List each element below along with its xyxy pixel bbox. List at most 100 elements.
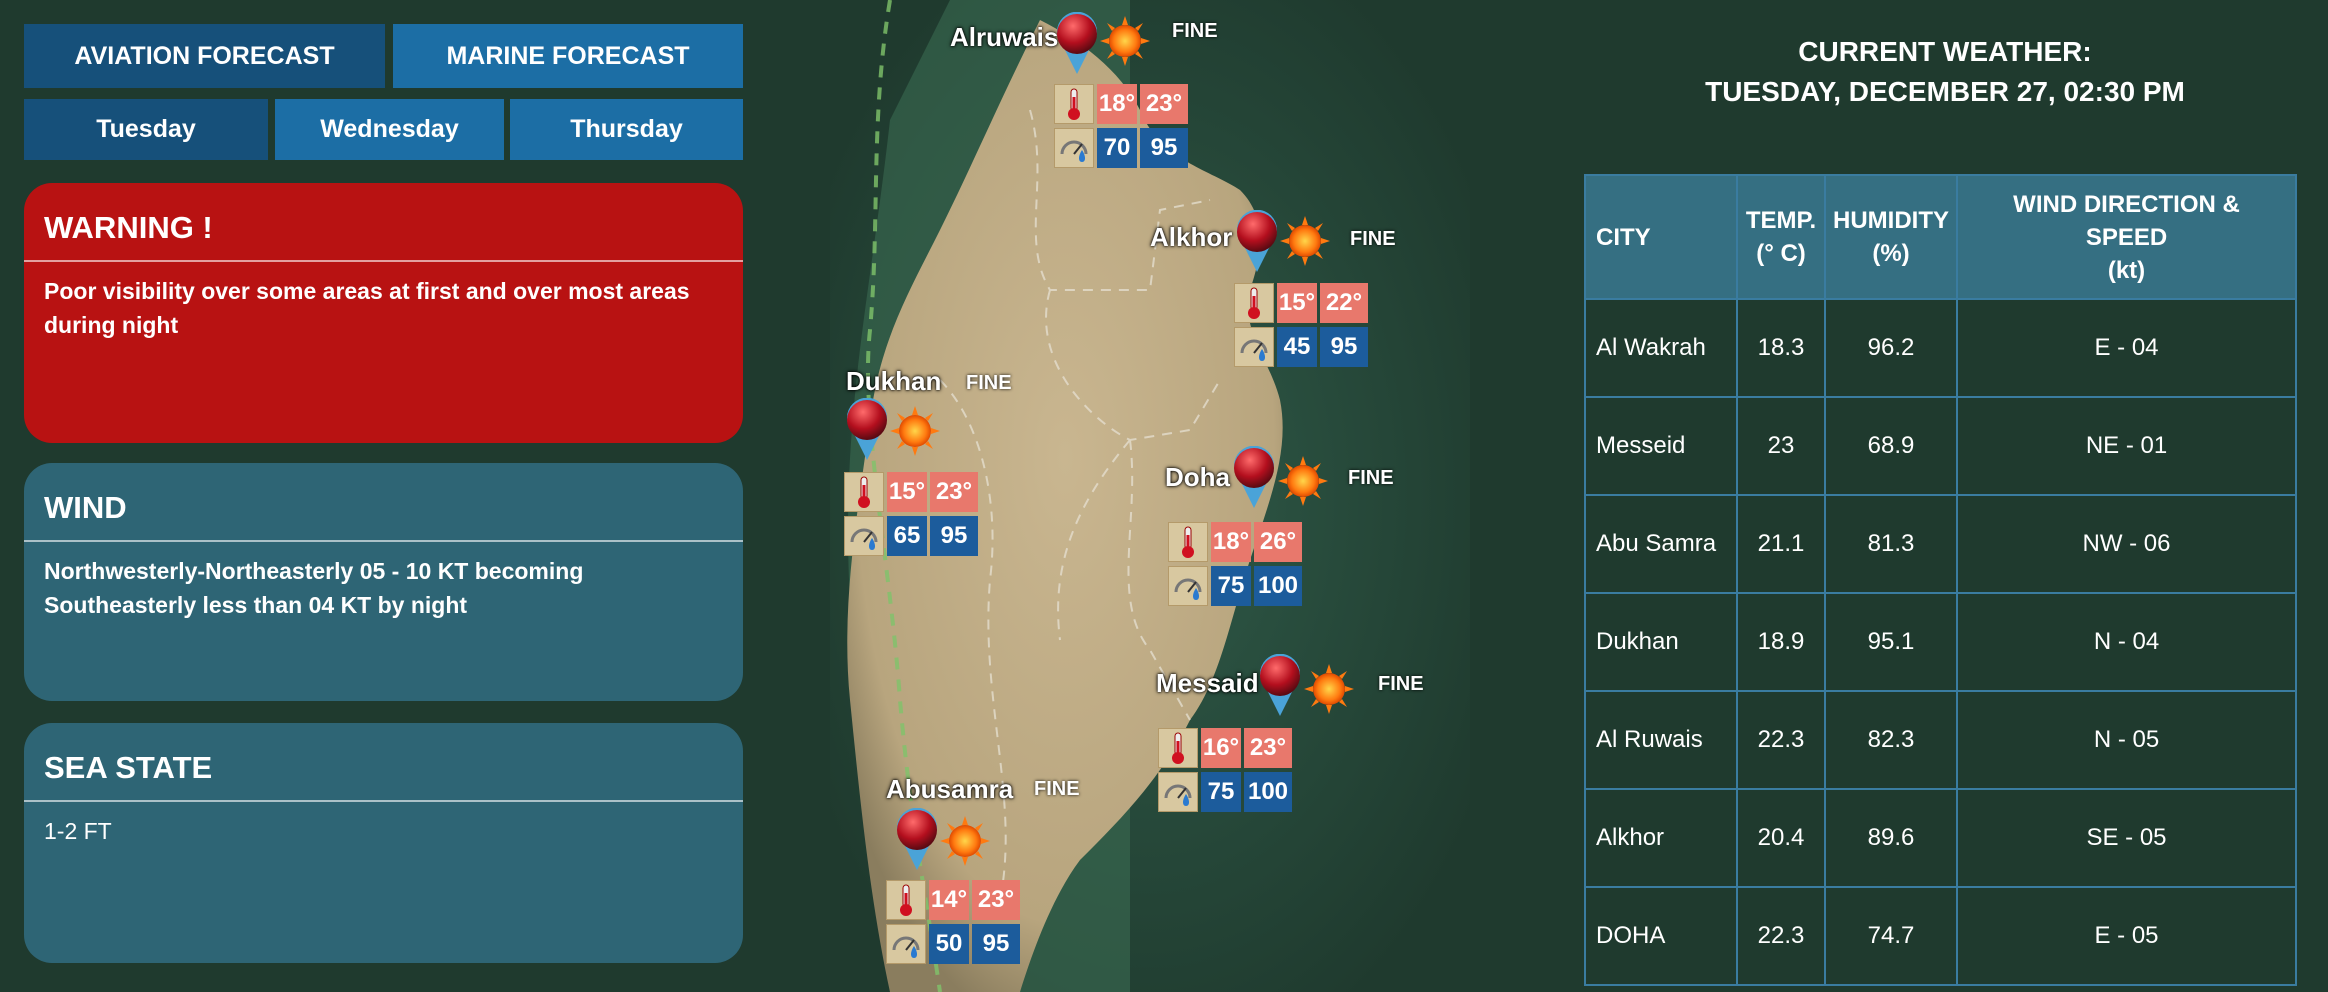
humidity-max: 95 [930,516,978,556]
temp-min: 16° [1201,728,1241,768]
cell-humidity: 95.1 [1824,592,1958,692]
humidity-max: 95 [1140,128,1188,168]
sea-state-panel: SEA STATE 1-2 FT [24,723,743,963]
humidity-min: 65 [887,516,927,556]
warning-title: WARNING ! [44,210,213,245]
temp-max: 22° [1320,283,1368,323]
city-label-messaid: Messaid [1156,668,1259,698]
table-row: Dukhan 18.9 95.1 N - 04 [1584,592,2297,692]
condition-label: FINE [1034,778,1080,800]
cell-wind: N - 04 [1956,592,2297,692]
table-row: Alkhor 20.4 89.6 SE - 05 [1584,788,2297,888]
location-pin-icon[interactable] [843,397,891,465]
cell-city: DOHA [1584,886,1738,986]
temp-min: 15° [1277,283,1317,323]
thermometer-icon [844,472,884,512]
humidity-min: 75 [1201,772,1241,812]
location-pin-icon[interactable] [893,807,941,875]
location-pin-icon[interactable] [1256,653,1304,721]
cell-city: Abu Samra [1584,494,1738,594]
temp-min: 18° [1097,84,1137,124]
cell-humidity: 81.3 [1824,494,1958,594]
humidity-min: 50 [929,924,969,964]
forecast-box-alkhor: 15° 22° 45 95 [1234,283,1371,369]
day-tab-wednesday[interactable]: Wednesday [275,99,504,160]
temp-max: 23° [1244,728,1292,768]
temp-min: 18° [1211,522,1251,562]
cell-wind: E - 04 [1956,298,2297,398]
table-row: Messeid 23 68.9 NE - 01 [1584,396,2297,496]
day-tab-tuesday[interactable]: Tuesday [24,99,268,160]
temp-min: 15° [887,472,927,512]
temp-max: 26° [1254,522,1302,562]
forecast-box-doha: 18° 26° 75 100 [1168,522,1305,608]
wind-text: Northwesterly-Northeasterly 05 - 10 KT b… [44,558,584,618]
humidity-gauge-icon [1168,566,1208,606]
cell-humidity: 74.7 [1824,886,1958,986]
location-pin-icon[interactable] [1053,11,1101,79]
humidity-min: 45 [1277,327,1317,367]
cell-city: Al Wakrah [1584,298,1738,398]
forecast-box-abusamra: 14° 23° 50 95 [886,880,1023,966]
temp-min: 14° [929,880,969,920]
cell-wind: E - 05 [1956,886,2297,986]
wind-title: WIND [44,490,127,525]
humidity-max: 95 [1320,327,1368,367]
condition-label: FINE [1348,467,1394,489]
humidity-max: 100 [1244,772,1292,812]
cell-temp: 18.3 [1736,298,1826,398]
city-label-alruwais: Alruwais [950,22,1059,52]
sea-state-title: SEA STATE [44,750,213,785]
cell-city: Al Ruwais [1584,690,1738,790]
sun-icon [1278,456,1328,511]
divider [24,540,743,542]
sun-icon [1280,216,1330,271]
aviation-forecast-tab[interactable]: AVIATION FORECAST [24,24,385,88]
humidity-gauge-icon [886,924,926,964]
condition-label: FINE [1172,20,1218,42]
sun-icon [1100,16,1150,71]
forecast-box-alruwais: 18° 23° 70 95 [1054,84,1191,170]
sun-icon [940,816,990,871]
condition-label: FINE [1350,228,1396,250]
table-row: Abu Samra 21.1 81.3 NW - 06 [1584,494,2297,594]
warning-panel: WARNING ! Poor visibility over some area… [24,183,743,443]
thermometer-icon [1054,84,1094,124]
table-row: Al Ruwais 22.3 82.3 N - 05 [1584,690,2297,790]
thermometer-icon [1158,728,1198,768]
humidity-min: 75 [1211,566,1251,606]
humidity-max: 95 [972,924,1020,964]
thermometer-icon [886,880,926,920]
cell-wind: NW - 06 [1956,494,2297,594]
forecast-box-messaid: 16° 23° 75 100 [1158,728,1295,814]
humidity-gauge-icon [1234,327,1274,367]
temp-max: 23° [930,472,978,512]
column-header-wind: WIND DIRECTION & SPEED (kt) [1956,174,2297,300]
temp-max: 23° [1140,84,1188,124]
cell-humidity: 68.9 [1824,396,1958,496]
cell-city: Dukhan [1584,592,1738,692]
humidity-gauge-icon [844,516,884,556]
cell-humidity: 96.2 [1824,298,1958,398]
location-pin-icon[interactable] [1230,445,1278,513]
cell-temp: 20.4 [1736,788,1826,888]
sun-icon [1304,664,1354,719]
cell-city: Alkhor [1584,788,1738,888]
city-label-alkhor: Alkhor [1150,222,1233,252]
table-row: Al Wakrah 18.3 96.2 E - 04 [1584,298,2297,398]
humidity-gauge-icon [1158,772,1198,812]
column-header-humidity: HUMIDITY (%) [1824,174,1958,300]
cell-temp: 23 [1736,396,1826,496]
location-pin-icon[interactable] [1233,209,1281,277]
column-header-temp: TEMP. (° C) [1736,174,1826,300]
day-tab-thursday[interactable]: Thursday [510,99,743,160]
table-header-row: CITY TEMP. (° C) HUMIDITY (%) WIND DIRECTI… [1584,174,2297,300]
cell-humidity: 89.6 [1824,788,1958,888]
humidity-min: 70 [1097,128,1137,168]
city-label-abusamra: Abusamra [886,774,1014,804]
wind-panel: WIND Northwesterly-Northeasterly 05 - 10… [24,463,743,701]
humidity-max: 100 [1254,566,1302,606]
marine-forecast-tab[interactable]: MARINE FORECAST [393,24,743,88]
current-weather-table: CITY TEMP. (° C) HUMIDITY (%) WIND DIRECTI… [1584,174,2297,986]
current-weather-title: CURRENT WEATHER: [1798,36,2092,67]
